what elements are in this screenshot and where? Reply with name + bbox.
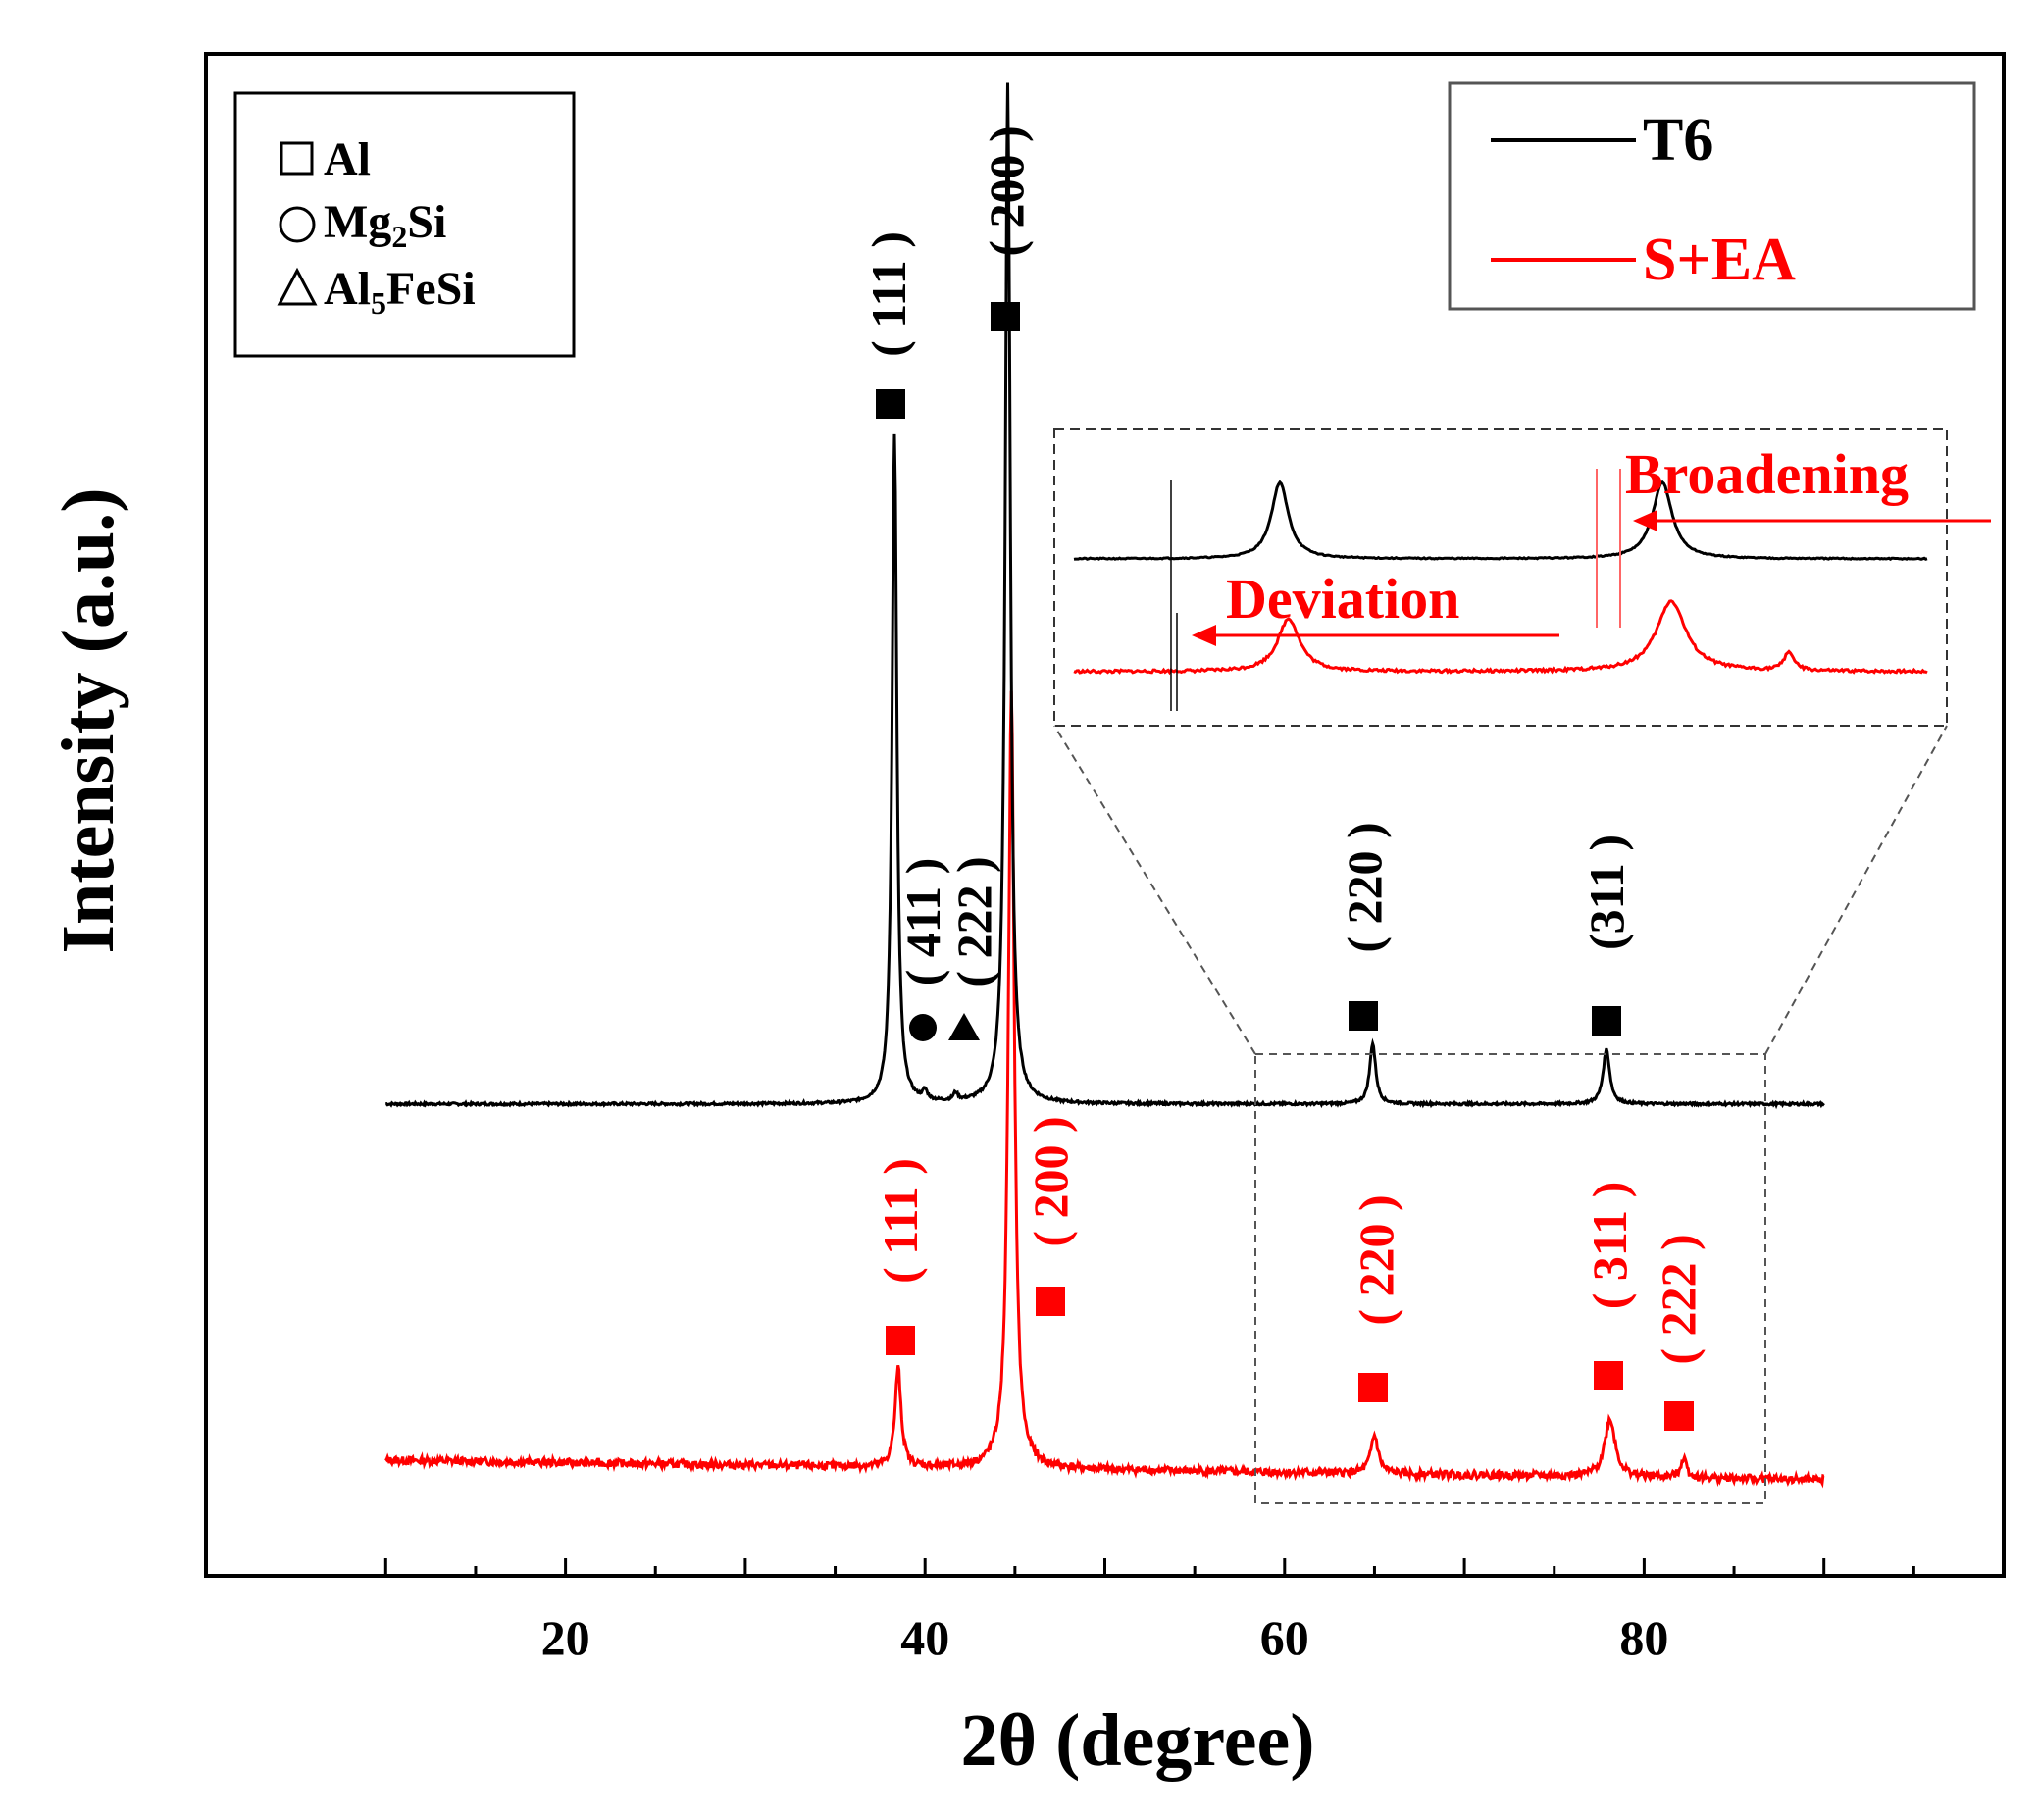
t6-peak-label-220: ( 220 )	[1337, 822, 1392, 952]
sea-square-marker-222	[1664, 1401, 1694, 1431]
al5fesi-open-triangle-icon	[277, 267, 318, 306]
zoom-connector-left	[1053, 725, 1256, 1055]
y-axis-title: Intensity (a.u.)	[47, 487, 129, 953]
x-tick-label-60: 60	[1260, 1610, 1309, 1665]
phase-legend-frame	[233, 91, 576, 358]
sea-peak-label-200: ( 200 )	[1023, 1116, 1078, 1246]
sea-square-marker-111	[886, 1326, 915, 1355]
t6-peak-label-200: ( 200 )	[979, 126, 1034, 256]
phase-legend-label-mg2si: Mg2Si	[324, 196, 446, 254]
t6-peak-labels: ( 111 ) ( 200 ) ( 411 ) ( 222 ) ( 220 ) …	[861, 126, 1634, 1041]
t6-peak-label-111: ( 111 )	[861, 231, 916, 357]
series-legend-frame	[1448, 81, 1976, 311]
series-line-t6	[384, 82, 1825, 1110]
sea-square-marker-220	[1358, 1373, 1388, 1402]
zoom-region-box	[1254, 1053, 1766, 1504]
sea-square-marker-200	[1036, 1287, 1065, 1316]
legend-label-s-ea: S+EA	[1643, 227, 1796, 293]
t6-peak-label-411: ( 411 )	[895, 858, 950, 986]
mg2si-filled-circle-marker	[909, 1014, 937, 1041]
mg2si-open-circle-icon	[279, 206, 316, 243]
x-tick-label-40: 40	[900, 1610, 949, 1665]
x-axis-title: 2θ (degree)	[960, 1699, 1314, 1782]
sea-peak-label-311: ( 311 )	[1582, 1182, 1637, 1310]
inset-line-t6	[1073, 480, 1928, 561]
deviation-arrow-head	[1192, 625, 1216, 646]
inset-zoom: Broadening Deviation	[1053, 428, 1991, 727]
al-square-marker-220	[1349, 1001, 1378, 1031]
al-open-square-icon	[280, 141, 314, 176]
sea-peak-label-222: ( 222 )	[1651, 1234, 1706, 1364]
al-square-marker-311	[1592, 1006, 1621, 1036]
al-square-marker-111	[876, 389, 905, 419]
broadening-label: Broadening	[1625, 442, 1909, 506]
series-line-s-ea	[384, 690, 1825, 1489]
sea-peak-labels: ( 111 ) ( 200 ) ( 220 ) ( 311 ) ( 222 )	[873, 1116, 1706, 1431]
sea-peak-label-111: ( 111 )	[873, 1158, 928, 1284]
t6-peak-label-222: ( 222 )	[946, 856, 1001, 986]
phase-legend-label-al: Al	[324, 133, 371, 185]
x-tick-label-80: 80	[1619, 1610, 1668, 1665]
al5fesi-filled-triangle-marker	[948, 1013, 980, 1040]
x-tick-label-20: 20	[541, 1610, 590, 1665]
legend-label-t6: T6	[1643, 107, 1713, 174]
zoom-connector-right	[1764, 725, 1948, 1055]
x-axis-ticks	[383, 1558, 2006, 1576]
deviation-label: Deviation	[1226, 567, 1459, 631]
t6-peak-label-311: (311 )	[1579, 834, 1634, 950]
x-axis-tick-labels: 20 40 60 80	[541, 1610, 1669, 1665]
series-legend: T6 S+EA	[1448, 81, 1976, 311]
inset-line-s-ea	[1073, 599, 1928, 676]
sea-peak-label-220: ( 220 )	[1349, 1194, 1403, 1325]
inset-frame	[1053, 428, 1948, 727]
phase-legend-label-al5fesi: Al5FeSi	[324, 263, 476, 321]
broadening-arrow-head	[1633, 510, 1657, 531]
al-square-marker-200	[991, 302, 1020, 331]
phase-legend: Al Mg2Si Al5FeSi	[233, 91, 576, 358]
sea-square-marker-311	[1594, 1361, 1623, 1390]
